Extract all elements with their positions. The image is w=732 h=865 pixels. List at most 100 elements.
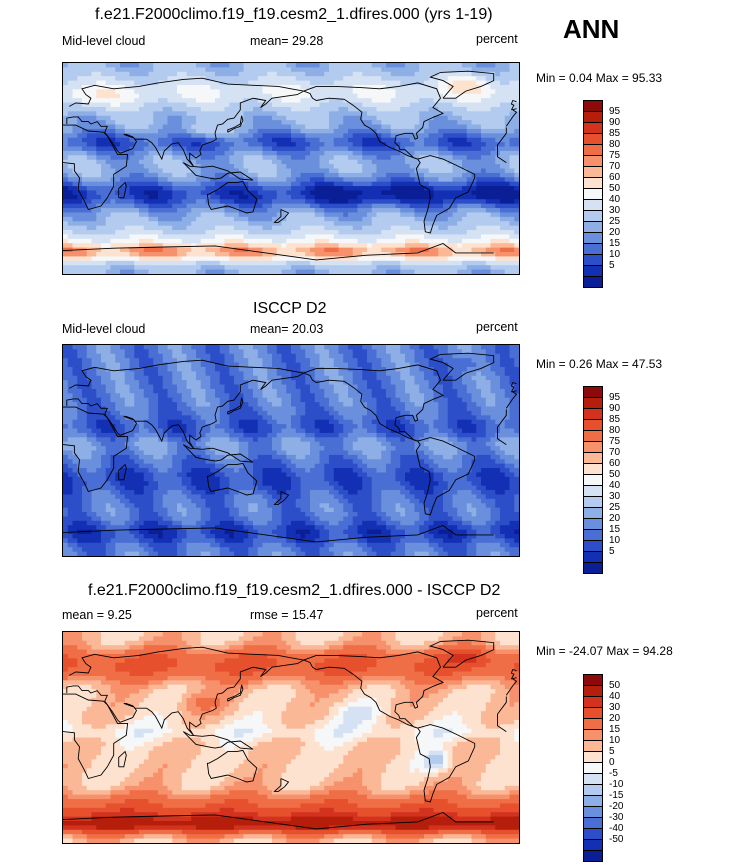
map-cell [91,353,97,359]
map-cell [181,345,188,350]
map-cell [319,146,325,152]
map-cell [386,102,392,108]
map-cell [148,358,154,364]
map-cell [82,349,88,355]
map-cell [196,124,202,130]
map-cell [276,120,283,126]
map-cell [67,93,74,99]
map-cell [314,181,321,187]
map-cell [177,243,183,249]
map-cell [295,190,302,196]
map-cell [72,194,78,200]
map-cell [286,124,292,130]
map-cell [115,106,121,112]
map-cell [500,102,506,108]
map-cell [414,106,420,112]
map-cell [124,137,131,143]
map-cell [276,63,283,68]
map-cell [210,146,216,152]
map-cell [433,181,439,187]
map-cell [305,172,311,178]
map-cell [300,71,306,77]
map-cell [386,120,392,126]
map-cell [504,120,511,126]
map-cell [390,349,397,355]
map-cell [428,93,435,99]
map-cell [466,93,473,99]
map-cell [262,106,268,112]
map-cell [357,234,363,240]
map-cell [324,146,330,152]
map-cell [471,106,477,112]
map-cell [457,93,463,99]
map-cell [181,115,188,121]
map-cell [424,172,430,178]
map-cell [367,269,373,274]
map-cell [219,199,226,205]
map-cell [433,146,439,152]
map-cell [276,234,283,240]
map-cell [414,252,420,258]
map-cell [291,252,297,258]
map-cell [514,168,519,174]
map-cell [72,168,78,174]
map-cell [139,269,145,274]
map-cell [120,238,126,244]
map-cell [333,159,340,165]
map-cell [300,353,306,359]
map-cell [77,168,83,174]
map-cell [319,111,325,117]
map-cell [424,111,430,117]
map-cell [504,252,511,258]
map-cell [181,133,188,139]
map-cell [77,256,83,262]
map-cell [367,120,373,126]
map-cell [172,177,178,183]
map-cell [276,137,283,143]
map-cell [291,146,297,152]
map-cell [96,115,102,121]
map-cell [367,247,373,253]
map-cell [257,194,264,200]
map-cell [462,71,468,77]
map-cell [305,203,311,209]
map-cell [419,124,425,130]
map-cell [509,142,515,148]
map-cell [400,93,406,99]
map-cell [419,150,425,156]
map-cell [96,256,102,262]
map-cell [428,260,435,266]
map-cell [215,349,221,355]
map-cell [481,164,487,170]
map-cell [115,190,121,196]
map-cell [300,146,306,152]
map-cell [514,221,519,227]
map-cell [485,164,492,170]
map-cell [357,256,363,262]
map-cell [333,93,340,99]
map-cell [96,230,102,236]
map-cell [234,247,240,253]
map-cell [77,76,83,82]
map-cell [414,225,420,231]
map-cell [143,67,150,73]
map-cell [172,124,178,130]
map-cell [200,177,207,183]
map-cell [139,71,145,77]
map-cell [329,199,335,205]
map-cell [462,349,468,355]
map-cell [139,203,145,209]
map-cell [105,243,112,249]
map-cell [281,159,287,165]
map-cell [395,349,401,355]
map-cell [134,190,140,196]
map-cell [72,212,78,218]
map-cell [276,238,283,244]
coastline [66,77,518,167]
map-cell [452,177,458,183]
map-cell [395,181,401,187]
map-cell [200,172,207,178]
map-cell [348,115,354,121]
map-cell [215,102,221,108]
map-cell [72,260,78,266]
